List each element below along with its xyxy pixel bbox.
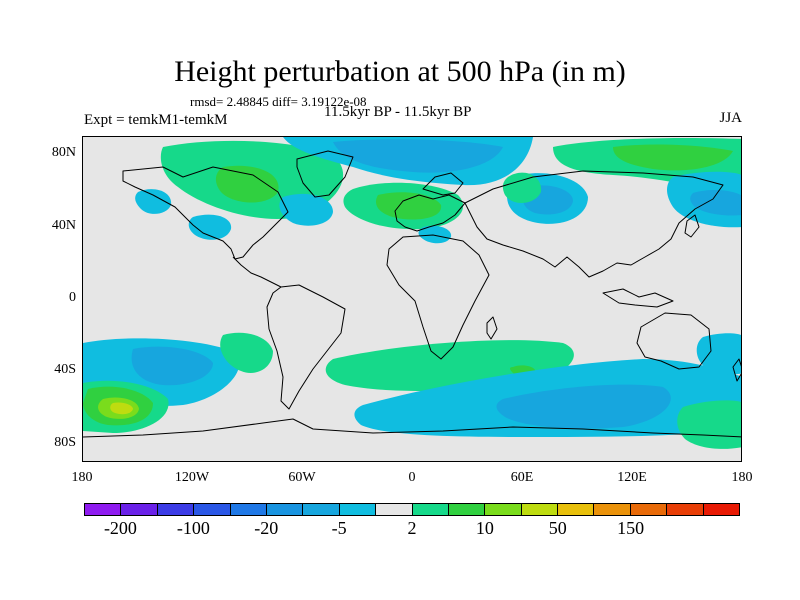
contour-asia-green xyxy=(502,172,542,203)
coast-japan xyxy=(684,214,700,238)
contour-sh-green-east xyxy=(677,400,741,449)
colorbar-swatch xyxy=(266,504,304,515)
contour-europe-green2 xyxy=(375,192,442,220)
colorbar-swatch xyxy=(303,504,340,515)
colorbar-tick-label: 150 xyxy=(617,518,645,538)
colorbar-swatch xyxy=(594,504,631,515)
colorbar-tick-label: 10 xyxy=(475,518,494,538)
period-label: 11.5kyr BP - 11.5kyr BP xyxy=(324,104,472,120)
map-canvas xyxy=(83,137,741,449)
contour-arctic-blue2 xyxy=(333,139,503,173)
coast-new-zealand xyxy=(732,358,741,382)
colorbar-swatch xyxy=(558,504,595,515)
longitude-tick-label: 0 xyxy=(408,470,416,485)
colorbar-swatch xyxy=(448,504,486,515)
colorbar-tick-label: 2 xyxy=(407,518,417,538)
colorbar-swatch xyxy=(85,504,122,515)
coast-africa xyxy=(386,234,490,360)
colorbar-tick-label: -20 xyxy=(254,518,279,538)
coast-madagascar xyxy=(486,316,498,340)
coast-scandinavia xyxy=(422,172,464,196)
season-label: JJA xyxy=(719,110,742,126)
contour-na-blue xyxy=(279,193,333,226)
contour-sh-yellowcore-west xyxy=(110,402,133,415)
colorbar-swatch xyxy=(485,504,522,515)
contour-npac-blue xyxy=(135,189,172,214)
coast-greenland xyxy=(296,150,354,198)
contour-sh-green-chile xyxy=(220,332,273,373)
longitude-tick-label: 60E xyxy=(510,470,534,485)
coastlines xyxy=(83,150,741,438)
experiment-label: Expt = temkM1-temkM xyxy=(84,112,228,128)
stats-label: rmsd= 2.48845 diff= 3.19122e-08 xyxy=(190,94,367,109)
contour-sh-blue2-west xyxy=(131,346,213,386)
contour-greenland-green2 xyxy=(215,165,279,203)
latitude-tick-label: 0 xyxy=(69,290,76,305)
contour-sh-blue2-indian xyxy=(496,384,671,429)
colorbar-swatch xyxy=(630,504,668,515)
latitude-tick-label: 80S xyxy=(54,434,76,450)
colorbar-swatch xyxy=(412,504,449,515)
coast-central-america xyxy=(232,256,282,288)
colorbar-tick-label: -100 xyxy=(176,518,210,538)
colorbar xyxy=(84,503,740,516)
contour-med-blue xyxy=(418,225,452,244)
longitude-tick-label: 180 xyxy=(731,470,753,485)
perturbation-contours xyxy=(83,137,741,449)
coast-antarctica xyxy=(83,418,741,438)
coast-asia xyxy=(464,170,724,278)
plot-title: Height perturbation at 500 hPa (in m) xyxy=(174,55,626,88)
colorbar-swatch xyxy=(667,504,704,515)
coast-australia xyxy=(636,312,712,370)
latitude-tick-label: 80N xyxy=(51,145,76,161)
longitude-tick-label: 120W xyxy=(174,470,210,485)
coast-south-america xyxy=(266,284,346,410)
contour-canada-blue xyxy=(188,214,232,240)
colorbar-swatch xyxy=(230,504,267,515)
colorbar-tick-label: 50 xyxy=(548,518,567,538)
colorbar-swatch xyxy=(703,504,740,515)
colorbar-swatch xyxy=(121,504,158,515)
latitude-tick-label: 40N xyxy=(51,217,76,233)
longitude-tick-label: 120E xyxy=(617,470,647,485)
colorbar-swatch xyxy=(339,504,377,515)
coast-north-america xyxy=(122,166,289,260)
contour-sh-blue-australia xyxy=(696,333,741,375)
contour-pacific-blue2 xyxy=(690,190,741,216)
colorbar-swatch xyxy=(157,504,195,515)
map-panel xyxy=(82,136,742,462)
contour-siberia-green2 xyxy=(613,144,733,171)
colorbar-swatch xyxy=(194,504,231,515)
latitude-tick-label: 40S xyxy=(54,362,76,378)
colorbar-tick-label: -5 xyxy=(331,518,347,538)
longitude-tick-label: 180 xyxy=(71,470,93,485)
coast-indonesia xyxy=(602,288,674,308)
colorbar-tick-label: -200 xyxy=(103,518,137,538)
longitude-tick-label: 60W xyxy=(288,470,316,485)
colorbar-swatch xyxy=(521,504,559,515)
colorbar-swatch xyxy=(376,504,413,515)
coast-europe xyxy=(394,194,466,232)
